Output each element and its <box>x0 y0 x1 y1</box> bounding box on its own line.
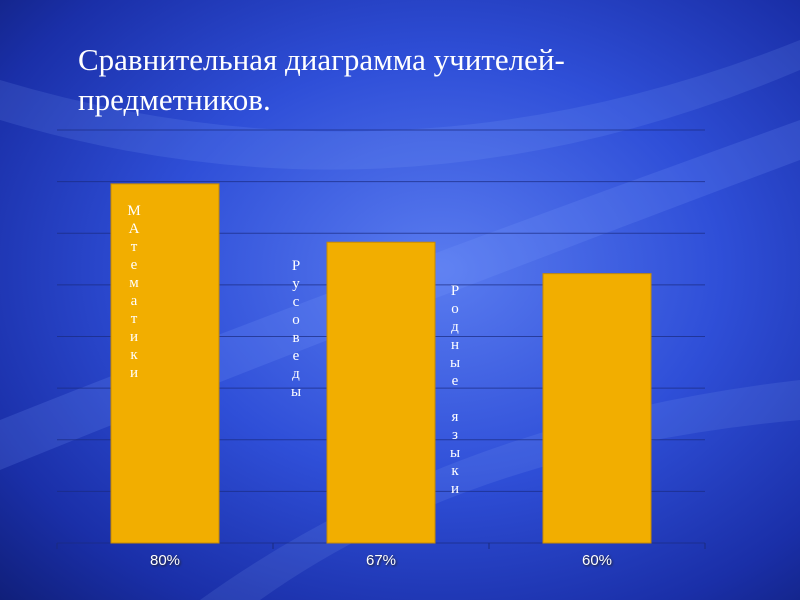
bar-label: МАтематики <box>126 203 142 383</box>
bar-label: Родные языки <box>447 283 463 499</box>
bar-label: Русоведы <box>288 258 304 402</box>
x-tick-label: 60% <box>582 552 612 569</box>
x-tick-label: 67% <box>366 552 396 569</box>
bar <box>110 183 220 544</box>
x-tick-label: 80% <box>150 552 180 569</box>
bar <box>326 241 436 544</box>
chart-title: Сравнительная диаграмма учителей-предмет… <box>78 42 565 117</box>
bar <box>542 273 652 544</box>
